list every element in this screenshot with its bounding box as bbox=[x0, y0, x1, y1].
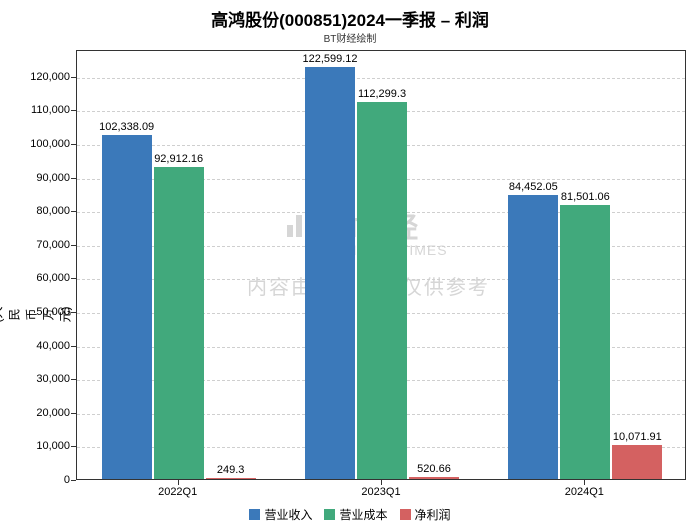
bar-value-label: 249.3 bbox=[217, 464, 245, 476]
bar bbox=[560, 205, 610, 479]
y-tick-mark bbox=[71, 178, 76, 179]
y-tick-label: 40,000 bbox=[36, 340, 70, 352]
bar-value-label: 10,071.91 bbox=[613, 431, 662, 443]
y-tick-mark bbox=[71, 379, 76, 380]
bar-value-label: 84,452.05 bbox=[509, 181, 558, 193]
legend-item: 营业收入 bbox=[249, 506, 312, 523]
x-tick-mark bbox=[178, 480, 179, 485]
bar-value-label: 102,338.09 bbox=[99, 121, 154, 133]
y-tick-label: 30,000 bbox=[36, 373, 70, 385]
x-tick-label: 2022Q1 bbox=[158, 486, 197, 498]
y-tick-mark bbox=[71, 245, 76, 246]
y-tick-mark bbox=[71, 446, 76, 447]
legend-label: 净利润 bbox=[415, 506, 451, 523]
bar-value-label: 520.66 bbox=[417, 463, 451, 475]
legend-item: 营业成本 bbox=[324, 506, 387, 523]
y-tick-label: 60,000 bbox=[36, 272, 70, 284]
legend: 营业收入 营业成本 净利润 bbox=[0, 506, 700, 523]
chart-title: 高鸿股份(000851)2024一季报 – 利润 bbox=[0, 6, 700, 31]
bar-value-label: 92,912.16 bbox=[154, 153, 203, 165]
bar-value-label: 81,501.06 bbox=[561, 191, 610, 203]
y-tick-mark bbox=[71, 211, 76, 212]
y-tick-mark bbox=[71, 413, 76, 414]
y-tick-label: 20,000 bbox=[36, 407, 70, 419]
legend-swatch bbox=[324, 509, 335, 520]
y-tick-label: 0 bbox=[64, 474, 70, 486]
y-tick-mark bbox=[71, 144, 76, 145]
legend-item: 净利润 bbox=[400, 506, 451, 523]
y-tick-mark bbox=[71, 77, 76, 78]
bar-value-label: 122,599.12 bbox=[302, 53, 357, 65]
x-tick-label: 2023Q1 bbox=[361, 486, 400, 498]
x-tick-mark bbox=[381, 480, 382, 485]
chart-subtitle: BT财经绘制 bbox=[0, 30, 700, 45]
y-tick-mark bbox=[71, 110, 76, 111]
legend-label: 营业收入 bbox=[264, 506, 312, 523]
y-tick-label: 10,000 bbox=[36, 440, 70, 452]
bar bbox=[357, 102, 407, 479]
y-tick-mark bbox=[71, 346, 76, 347]
bar bbox=[409, 477, 459, 479]
plot-area: BT财经 BUSINESSTIMES 内容由AI生成，仅供参考 102,338.… bbox=[76, 50, 686, 480]
bar bbox=[305, 67, 355, 479]
y-tick-label: 100,000 bbox=[30, 138, 70, 150]
bar-value-label: 112,299.3 bbox=[358, 88, 406, 100]
grid-line bbox=[77, 78, 685, 79]
y-tick-label: 120,000 bbox=[30, 71, 70, 83]
y-tick-label: 90,000 bbox=[36, 172, 70, 184]
y-tick-mark bbox=[71, 480, 76, 481]
bar bbox=[508, 195, 558, 479]
y-tick-label: 70,000 bbox=[36, 239, 70, 251]
bar bbox=[612, 445, 662, 479]
x-tick-mark bbox=[584, 480, 585, 485]
y-tick-label: 110,000 bbox=[31, 104, 70, 116]
bar bbox=[206, 478, 256, 479]
legend-swatch bbox=[400, 509, 411, 520]
y-tick-mark bbox=[71, 278, 76, 279]
chart-container: 高鸿股份(000851)2024一季报 – 利润 BT财经绘制 数额(人民币万元… bbox=[0, 0, 700, 524]
legend-swatch bbox=[249, 509, 260, 520]
y-tick-label: 80,000 bbox=[36, 205, 70, 217]
y-tick-label: 50,000 bbox=[36, 306, 70, 318]
y-tick-mark bbox=[71, 312, 76, 313]
x-tick-label: 2024Q1 bbox=[565, 486, 604, 498]
bar bbox=[102, 135, 152, 479]
bar bbox=[154, 167, 204, 479]
legend-label: 营业成本 bbox=[339, 506, 387, 523]
